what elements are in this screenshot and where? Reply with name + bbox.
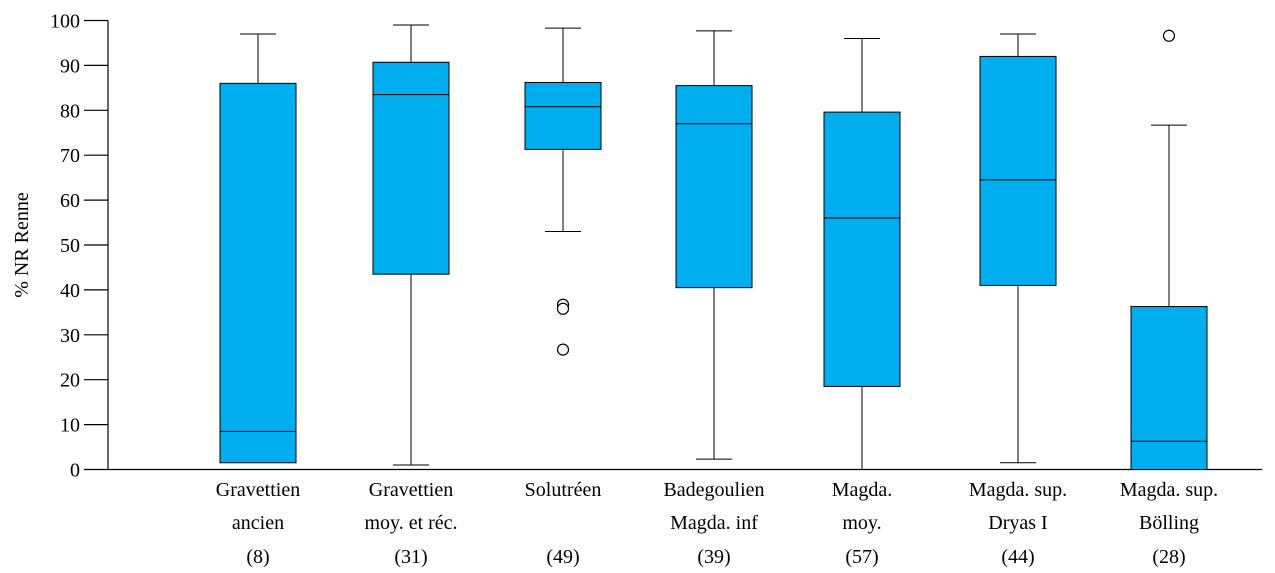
category-label: Gravettien bbox=[216, 479, 300, 501]
outlier-point bbox=[556, 343, 570, 356]
y-tick-label: 20 bbox=[60, 370, 80, 392]
iqr-box bbox=[524, 81, 602, 150]
iqr-box bbox=[823, 111, 901, 387]
category-label: Magda. bbox=[832, 479, 893, 501]
iqr-box bbox=[372, 61, 450, 275]
y-tick-label: 50 bbox=[60, 235, 80, 257]
category-label: (39) bbox=[697, 546, 730, 568]
category-label: (28) bbox=[1152, 546, 1185, 568]
iqr-box bbox=[979, 55, 1057, 286]
y-tick-label: 0 bbox=[70, 460, 80, 482]
category-label: Dryas I bbox=[988, 512, 1047, 534]
boxes bbox=[219, 24, 1208, 470]
outlier-point bbox=[556, 302, 570, 315]
box-group bbox=[675, 30, 753, 460]
category-label: Magda. sup. bbox=[969, 479, 1067, 501]
iqr-box bbox=[675, 85, 753, 289]
box-group bbox=[372, 24, 450, 466]
box-group bbox=[524, 27, 602, 356]
box-group bbox=[979, 33, 1057, 464]
y-tick-label: 30 bbox=[60, 325, 80, 347]
axes: 0 10 20 30 40 50 60 70 80 90 100 bbox=[50, 11, 1262, 482]
y-tick-label: 60 bbox=[60, 190, 80, 212]
category-label: Badegoulien bbox=[663, 479, 764, 501]
y-tick-label: 100 bbox=[50, 11, 80, 33]
box-group bbox=[1130, 29, 1208, 470]
category-label: (31) bbox=[394, 546, 427, 568]
y-tick-label: 70 bbox=[60, 145, 80, 167]
category-label: Bölling bbox=[1139, 512, 1199, 534]
category-label: (49) bbox=[546, 546, 579, 568]
box-group bbox=[823, 37, 901, 470]
category-label: Gravettien bbox=[369, 479, 453, 501]
category-label: Magda. sup. bbox=[1120, 479, 1218, 501]
category-label: Solutréen bbox=[525, 479, 602, 501]
category-label: (44) bbox=[1001, 546, 1034, 568]
category-label: (8) bbox=[246, 546, 269, 568]
outlier-point bbox=[1162, 29, 1176, 42]
y-axis-title: % NR Renne bbox=[11, 192, 33, 298]
category-labels: Gravettien ancien (8) Gravettien moy. et réc… bbox=[216, 479, 1218, 568]
y-tick-label: 10 bbox=[60, 415, 80, 437]
category-label: Magda. inf bbox=[670, 512, 758, 534]
y-tick-label: 40 bbox=[60, 280, 80, 302]
iqr-box bbox=[1130, 306, 1208, 470]
box-group bbox=[219, 33, 297, 464]
iqr-box bbox=[219, 82, 297, 464]
y-tick-label: 80 bbox=[60, 100, 80, 122]
category-label: moy. et réc. bbox=[364, 512, 457, 534]
category-label: moy. bbox=[842, 512, 881, 534]
category-label: (57) bbox=[845, 546, 878, 568]
y-tick-label: 90 bbox=[60, 55, 80, 77]
category-label: ancien bbox=[232, 512, 284, 534]
